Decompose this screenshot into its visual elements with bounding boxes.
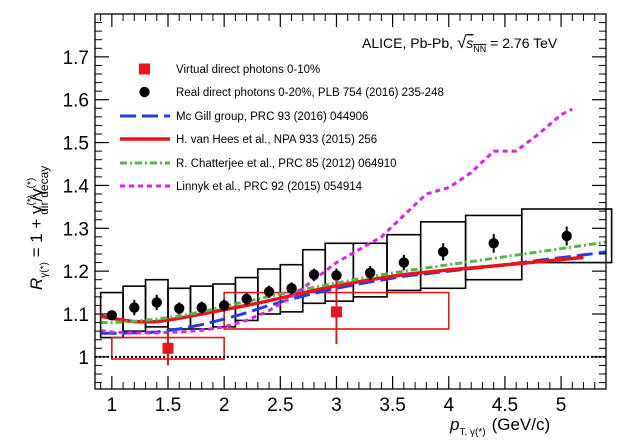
van-hees-curve [100, 255, 584, 324]
virtual-photon-point-0 [162, 342, 174, 354]
y-axis-sub2: decay [37, 166, 51, 198]
legend-label: R. Chatterjee et al., PRC 85 (2012) 0649… [176, 158, 397, 170]
linnyk-curve [100, 107, 573, 335]
real-photon-point-8 [286, 283, 297, 294]
real-photon-point-5 [218, 300, 230, 311]
real-photon-point-1 [129, 302, 140, 313]
systematic-boxes [99, 208, 613, 360]
virtual-photon-point-1 [330, 306, 342, 318]
y-axis-sup2: (*) [26, 178, 37, 189]
legend-van-hees: H. van Hees et al., NPA 933 (2015) 256 [120, 134, 377, 146]
x-tick-label-5: 3.5 [379, 395, 405, 416]
x-tick-label-8: 5 [556, 395, 567, 416]
real-photon-point-11 [364, 267, 376, 279]
legend-label: Linnyk et al., PRC 92 (2015) 054914 [176, 181, 363, 193]
real-photon-point-6 [241, 293, 252, 305]
x-axis-title: pT, γ(*) (GeV/c) [449, 415, 550, 438]
legend-marker-square [139, 63, 150, 75]
x-tick-label-1: 1.5 [155, 395, 181, 416]
chatterjee-curve [100, 240, 607, 325]
x-tick-label-6: 4 [443, 395, 454, 416]
y-axis-title: Rγ(*) = 1 + γ(*)dir/γ(*)decay [26, 166, 51, 290]
y-axis-r-sub: γ(*) [39, 262, 50, 278]
real-photon-point-14 [488, 238, 499, 249]
legend-chatterjee: R. Chatterjee et al., PRC 85 (2012) 0649… [120, 158, 397, 170]
title-s: s [466, 35, 473, 51]
legend-real-photons: Real direct photons 0-20%, PLB 754 (2016… [139, 86, 444, 99]
real-photon-point-7 [263, 286, 275, 297]
data-points [106, 226, 572, 366]
real-photon-point-10 [331, 270, 342, 281]
title-nn-subscript: NN [473, 44, 486, 54]
real-photon-point-3 [174, 303, 185, 314]
y-tick-label-2: 1.2 [63, 262, 89, 283]
y-tick-label-0: 1 [78, 348, 89, 369]
y-tick-label-7: 1.7 [63, 48, 89, 69]
real-photon-point-12 [398, 257, 410, 268]
x-axis-p: p [449, 415, 459, 434]
legend-linnyk: Linnyk et al., PRC 92 (2015) 054914 [120, 181, 363, 193]
legend-label: Real direct photons 0-20%, PLB 754 (2016… [176, 87, 444, 99]
real-photon-point-4 [196, 302, 207, 313]
legend: Virtual direct photons 0-10% Real direct … [120, 63, 444, 193]
y-axis-sub1: dir [37, 202, 51, 215]
x-tick-label-7: 4.5 [492, 395, 518, 416]
legend-label: Mc Gill group, PRC 93 (2016) 044906 [176, 111, 368, 123]
axes: 1 1.5 2 2.5 3 3.5 4 4.5 5 1 1.1 1.2 1.3 1.4 1.5 1.6 1.7 [63, 14, 607, 416]
legend-virtual-photons: Virtual direct photons 0-10% [139, 63, 320, 76]
y-tick-label-5: 1.5 [63, 134, 89, 155]
title-suffix: = 2.76 TeV [486, 35, 558, 51]
plot-frame [94, 13, 607, 390]
real-photon-point-0 [106, 310, 118, 321]
y-axis-rhs: = 1 + γ [27, 205, 46, 262]
legend-mcgill: Mc Gill group, PRC 93 (2016) 044906 [120, 111, 368, 123]
real-photon-point-15 [561, 230, 572, 242]
x-tick-label-3: 2.5 [267, 395, 293, 416]
y-axis-mid: /γ [27, 188, 46, 202]
x-tick-label-4: 3 [331, 395, 342, 416]
real-photon-point-9 [308, 269, 320, 280]
real-photon-point-13 [437, 246, 449, 258]
y-tick-label-6: 1.6 [63, 91, 89, 112]
y-axis-r: R [27, 278, 46, 290]
y-tick-label-3: 1.3 [63, 219, 89, 240]
chart-title: ALICE, Pb-Pb, √sNN = 2.76 TeV [362, 33, 558, 54]
real-photon-point-2 [151, 297, 162, 308]
x-tick-label-0: 1 [107, 395, 118, 416]
y-tick-label-1: 1.1 [63, 305, 89, 326]
y-tick-label-4: 1.4 [63, 176, 90, 197]
legend-label: H. van Hees et al., NPA 933 (2015) 256 [176, 134, 377, 146]
x-tick-label-2: 2 [219, 395, 230, 416]
x-axis-sub: T, γ(*) [459, 427, 485, 438]
legend-marker-circle [139, 86, 150, 98]
title-prefix: ALICE, Pb-Pb, [362, 35, 457, 51]
theory-curves [100, 107, 607, 335]
real-photon-sys-box-15 [520, 208, 613, 264]
legend-label: Virtual direct photons 0-10% [176, 64, 320, 76]
title-sqrt: √ [457, 33, 467, 52]
x-axis-units: (GeV/c) [492, 415, 551, 434]
y-axis-sup1: (*) [26, 195, 37, 206]
